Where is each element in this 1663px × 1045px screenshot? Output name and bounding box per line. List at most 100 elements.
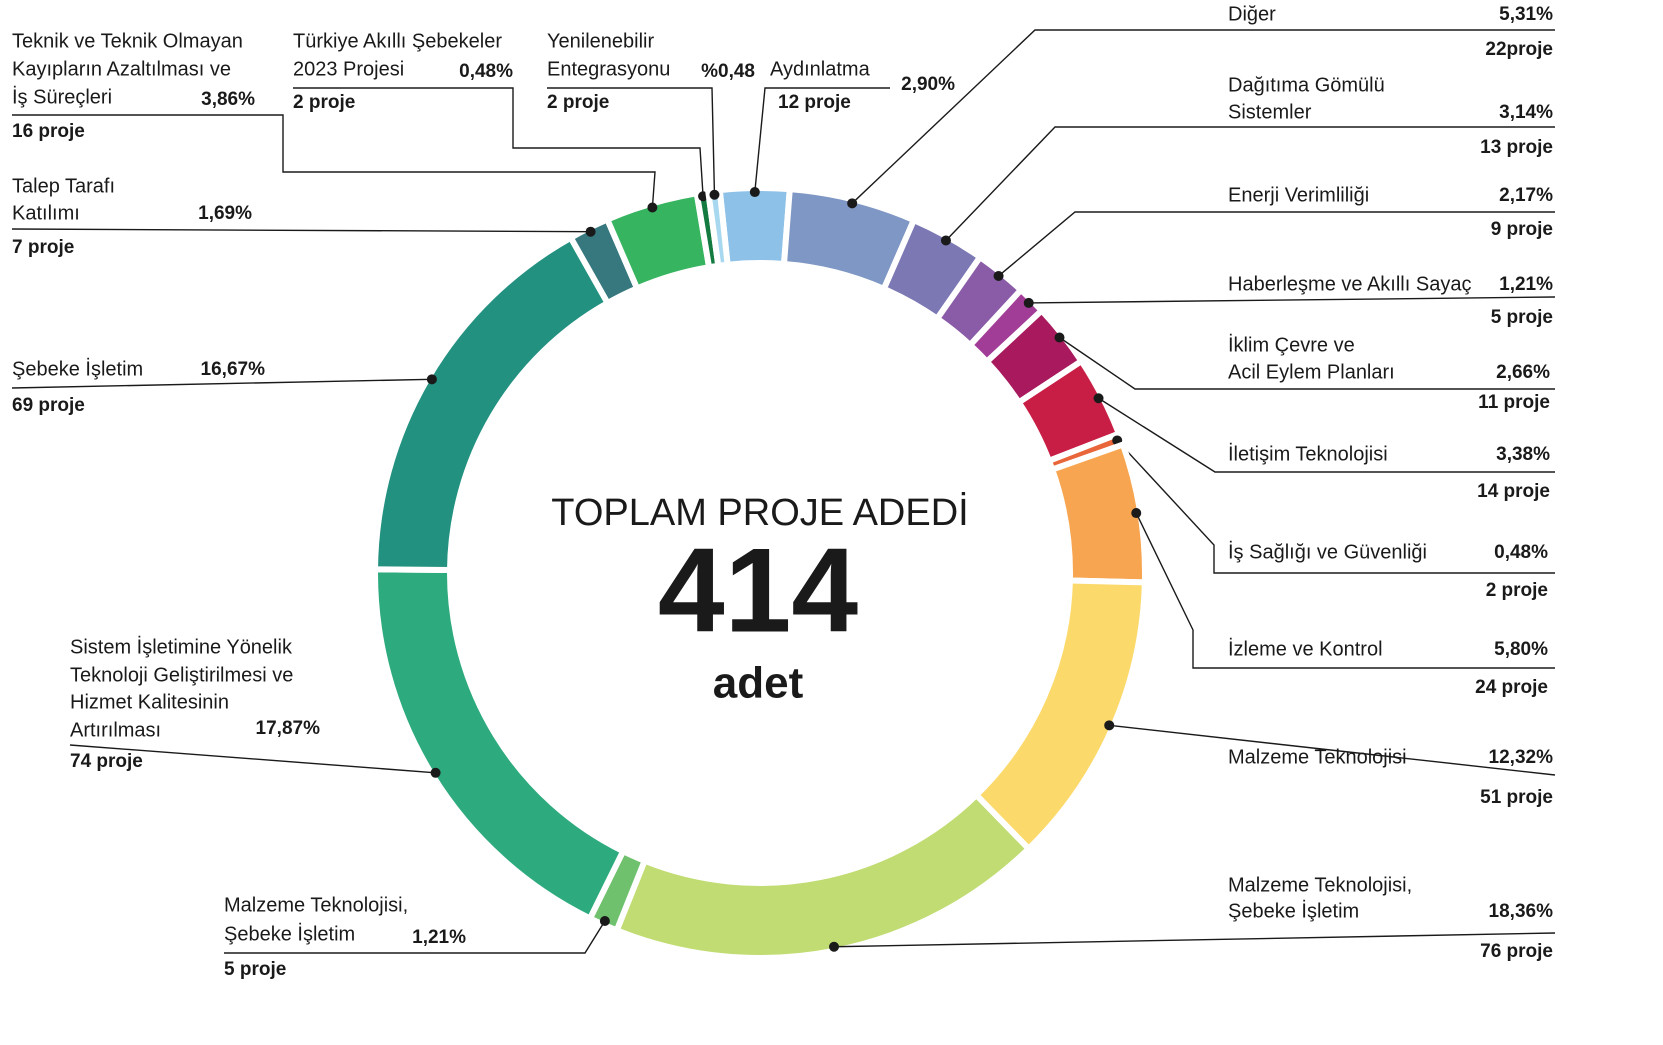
slice-label: Şebeke İşletim bbox=[224, 922, 355, 945]
leader-dot bbox=[847, 198, 858, 209]
center-title: TOPLAM PROJE ADEDİ bbox=[551, 491, 968, 534]
slice-label: Teknik ve Teknik Olmayan bbox=[12, 30, 243, 52]
leader-line bbox=[834, 932, 1556, 948]
count-label: 5 proje bbox=[1491, 307, 1553, 328]
count-label: 16 proje bbox=[12, 121, 85, 142]
leader-line bbox=[11, 228, 591, 233]
value-label: 5,80% bbox=[1494, 639, 1548, 660]
slice-label: Katılımı bbox=[12, 202, 80, 224]
count-label: 11 proje bbox=[1478, 392, 1550, 413]
count-label: 2 proje bbox=[1486, 580, 1548, 601]
leader-line bbox=[1135, 512, 1555, 669]
count-label: 51 proje bbox=[1480, 787, 1553, 808]
slice-label: Sistemler bbox=[1228, 101, 1312, 123]
leader-dot bbox=[940, 235, 951, 246]
slice-label: İklim Çevre ve bbox=[1228, 333, 1355, 356]
donut-slice bbox=[613, 792, 1032, 961]
leader-dot bbox=[647, 202, 658, 213]
center-unit: adet bbox=[713, 659, 804, 708]
count-label: 12 proje bbox=[778, 92, 851, 113]
leader-line bbox=[1109, 724, 1556, 776]
leader-line bbox=[1028, 296, 1556, 304]
leader-line bbox=[293, 87, 704, 197]
leader-line bbox=[754, 87, 890, 193]
leader-line bbox=[547, 87, 716, 195]
value-label: 16,67% bbox=[201, 359, 266, 380]
slice-label: Aydınlatma bbox=[770, 58, 871, 80]
leader-dot bbox=[426, 374, 437, 385]
leader-dot bbox=[1093, 393, 1104, 404]
count-label: 2 proje bbox=[293, 92, 355, 113]
slice-label: Talep Tarafı bbox=[12, 175, 115, 197]
count-label: 14 proje bbox=[1477, 481, 1550, 502]
value-label: 0,48% bbox=[1494, 542, 1548, 563]
slice-label: Yenilenebilir bbox=[547, 30, 654, 52]
slice-label: Hizmet Kalitesinin bbox=[70, 691, 229, 713]
count-label: 9 proje bbox=[1491, 219, 1553, 240]
slice-label: Teknoloji Geliştirilmesi ve bbox=[70, 664, 293, 686]
leader-line bbox=[1059, 336, 1555, 390]
leader-dot bbox=[749, 187, 760, 198]
leader-line bbox=[998, 211, 1555, 277]
slice-label: Acil Eylem Planları bbox=[1228, 361, 1395, 383]
slice-label: İletişim Teknolojisi bbox=[1228, 442, 1388, 465]
leader-line bbox=[69, 744, 436, 774]
count-label: 74 proje bbox=[70, 751, 143, 772]
slice-label: İzleme ve Kontrol bbox=[1228, 637, 1383, 660]
slice-label: Kayıpların Azaltılması ve bbox=[12, 58, 231, 80]
slice-label: Haberleşme ve Akıllı Sayaç bbox=[1228, 273, 1471, 295]
value-label: 3,86% bbox=[201, 89, 255, 110]
slice-label: Artırılması bbox=[70, 719, 161, 741]
leader-line bbox=[851, 29, 1555, 204]
count-label: 24 proje bbox=[1475, 677, 1548, 698]
count-label: 22proje bbox=[1485, 39, 1553, 60]
leader-line bbox=[1098, 397, 1555, 473]
leader-dot bbox=[709, 189, 720, 200]
value-label: 3,14% bbox=[1499, 102, 1553, 123]
count-label: 76 proje bbox=[1480, 941, 1553, 962]
count-label: 69 proje bbox=[12, 395, 85, 416]
slice-label: İş Sağlığı ve Güvenliği bbox=[1228, 540, 1427, 563]
slice-label: Türkiye Akıllı Şebekeler bbox=[293, 30, 502, 52]
slice-label: Malzeme Teknolojisi, bbox=[224, 894, 408, 916]
leader-line bbox=[224, 920, 606, 954]
donut-slice bbox=[973, 577, 1148, 852]
center-total: 414 bbox=[658, 524, 858, 658]
slice-label: Malzeme Teknolojisi, bbox=[1228, 874, 1412, 896]
donut-slice bbox=[1049, 441, 1148, 586]
slice-label: 2023 Projesi bbox=[293, 58, 404, 80]
value-label: 2,90% bbox=[901, 74, 955, 95]
value-label: 5,31% bbox=[1499, 4, 1553, 25]
value-label: 1,21% bbox=[412, 927, 466, 948]
slice-label: Enerji Verimliliği bbox=[1228, 184, 1369, 206]
value-label: 0,48% bbox=[459, 61, 513, 82]
leader-dot bbox=[599, 915, 610, 926]
slice-label: Sistem İşletimine Yönelik bbox=[70, 635, 293, 658]
value-label: 3,38% bbox=[1496, 444, 1550, 465]
leader-dot bbox=[585, 226, 596, 237]
slice-label: Şebeke İşletim bbox=[12, 357, 143, 380]
slice-label: Dağıtıma Gömülü bbox=[1228, 74, 1385, 96]
count-label: 13 proje bbox=[1480, 137, 1553, 158]
count-label: 5 proje bbox=[224, 959, 286, 980]
leader-dot bbox=[1104, 720, 1115, 731]
count-label: 7 proje bbox=[12, 237, 74, 258]
value-label: 1,69% bbox=[198, 203, 252, 224]
value-label: 12,32% bbox=[1489, 747, 1554, 768]
leader-line bbox=[1116, 439, 1555, 574]
leader-dot bbox=[1054, 332, 1065, 343]
slice-label: Diğer bbox=[1228, 3, 1276, 25]
donut-slice bbox=[372, 566, 627, 922]
leader-dot bbox=[993, 270, 1004, 281]
donut-slice bbox=[716, 185, 793, 268]
slice-label: İş Süreçleri bbox=[12, 85, 112, 108]
value-label: 18,36% bbox=[1489, 901, 1554, 922]
value-label: 2,66% bbox=[1496, 362, 1550, 383]
value-label: 17,87% bbox=[256, 718, 321, 739]
leader-dot bbox=[430, 767, 441, 778]
value-label: 1,21% bbox=[1499, 274, 1553, 295]
count-label: 2 proje bbox=[547, 92, 609, 113]
slice-label: Entegrasyonu bbox=[547, 58, 670, 80]
